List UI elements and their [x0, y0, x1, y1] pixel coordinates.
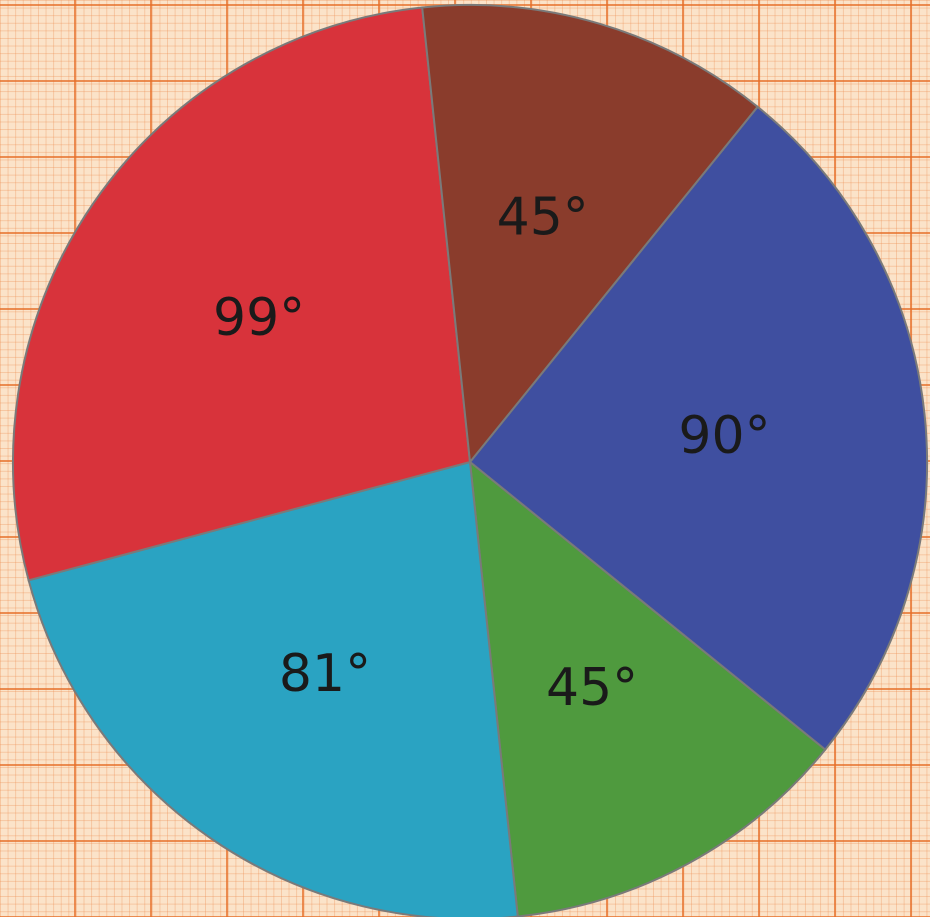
pie-slice-1: [468, 459, 827, 917]
pie-slice-label-1: 45°: [546, 658, 638, 718]
pie-slice-3: [12, 6, 472, 582]
pie-slice-label-0: 90°: [678, 406, 770, 466]
pie-slice-4: [421, 4, 760, 465]
pie-slice-2: [27, 460, 519, 917]
pie-slice-label-2: 81°: [279, 644, 371, 704]
pie-slice-0: [468, 105, 929, 752]
pie-slice-label-4: 45°: [497, 188, 589, 248]
pie-slice-label-3: 99°: [213, 288, 305, 348]
